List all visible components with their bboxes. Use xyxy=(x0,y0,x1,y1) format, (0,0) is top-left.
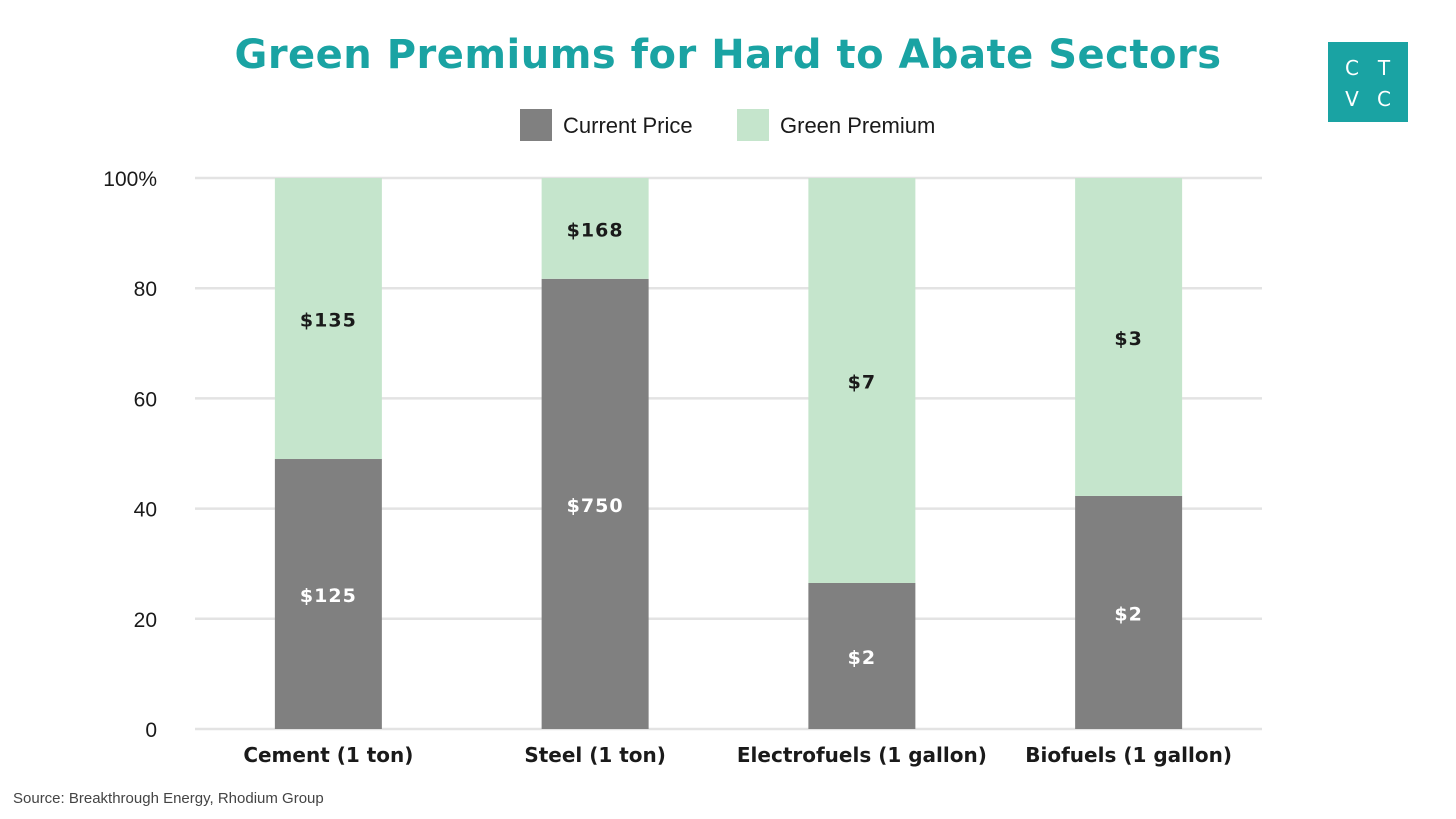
y-tick-label: 80 xyxy=(134,278,157,301)
y-tick-label: 60 xyxy=(134,388,157,411)
x-tick-label: Electrofuels (1 gallon) xyxy=(737,743,987,767)
legend-swatch-green-premium xyxy=(737,109,769,141)
data-label: $168 xyxy=(567,219,624,241)
data-label: $2 xyxy=(848,647,876,669)
bar-segment-current-price xyxy=(808,582,916,729)
logo-letter: T xyxy=(1377,56,1391,80)
data-label: $135 xyxy=(300,310,357,332)
x-tick-label: Steel (1 ton) xyxy=(524,743,666,767)
source-note: Source: Breakthrough Energy, Rhodium Gro… xyxy=(13,790,324,807)
legend-label-current-price: Current Price xyxy=(563,113,693,138)
legend-swatch-current-price xyxy=(520,109,552,141)
bar-segment-green-premium xyxy=(1075,178,1183,496)
legend-label-green-premium: Green Premium xyxy=(780,113,936,138)
logo-letter: V xyxy=(1345,87,1359,111)
bar-segment-green-premium xyxy=(808,178,916,583)
logo-letter: C xyxy=(1377,87,1391,111)
x-tick-label: Cement (1 ton) xyxy=(243,743,413,767)
bar-segment-green-premium xyxy=(541,178,649,279)
y-tick-label: 0 xyxy=(145,719,157,742)
data-label: $7 xyxy=(848,371,876,393)
data-label: $3 xyxy=(1114,328,1142,350)
bar-segment-green-premium xyxy=(274,178,382,460)
data-label: $2 xyxy=(1114,603,1142,625)
y-tick-label: 40 xyxy=(134,499,157,522)
bar-segment-current-price xyxy=(1075,495,1183,729)
y-tick-label: 20 xyxy=(134,609,157,632)
ctvc-logo: C T V C xyxy=(1328,42,1408,122)
logo-letter: C xyxy=(1345,56,1359,80)
x-tick-label: Biofuels (1 gallon) xyxy=(1025,743,1232,767)
chart-title: Green Premiums for Hard to Abate Sectors xyxy=(234,32,1222,78)
data-label: $125 xyxy=(300,585,357,607)
data-label: $750 xyxy=(567,495,624,517)
bar-segment-current-price xyxy=(541,278,649,729)
y-tick-label: 100% xyxy=(103,168,157,191)
bar-segment-current-price xyxy=(274,459,382,729)
chart-legend: Current Price Green Premium xyxy=(0,109,1456,141)
